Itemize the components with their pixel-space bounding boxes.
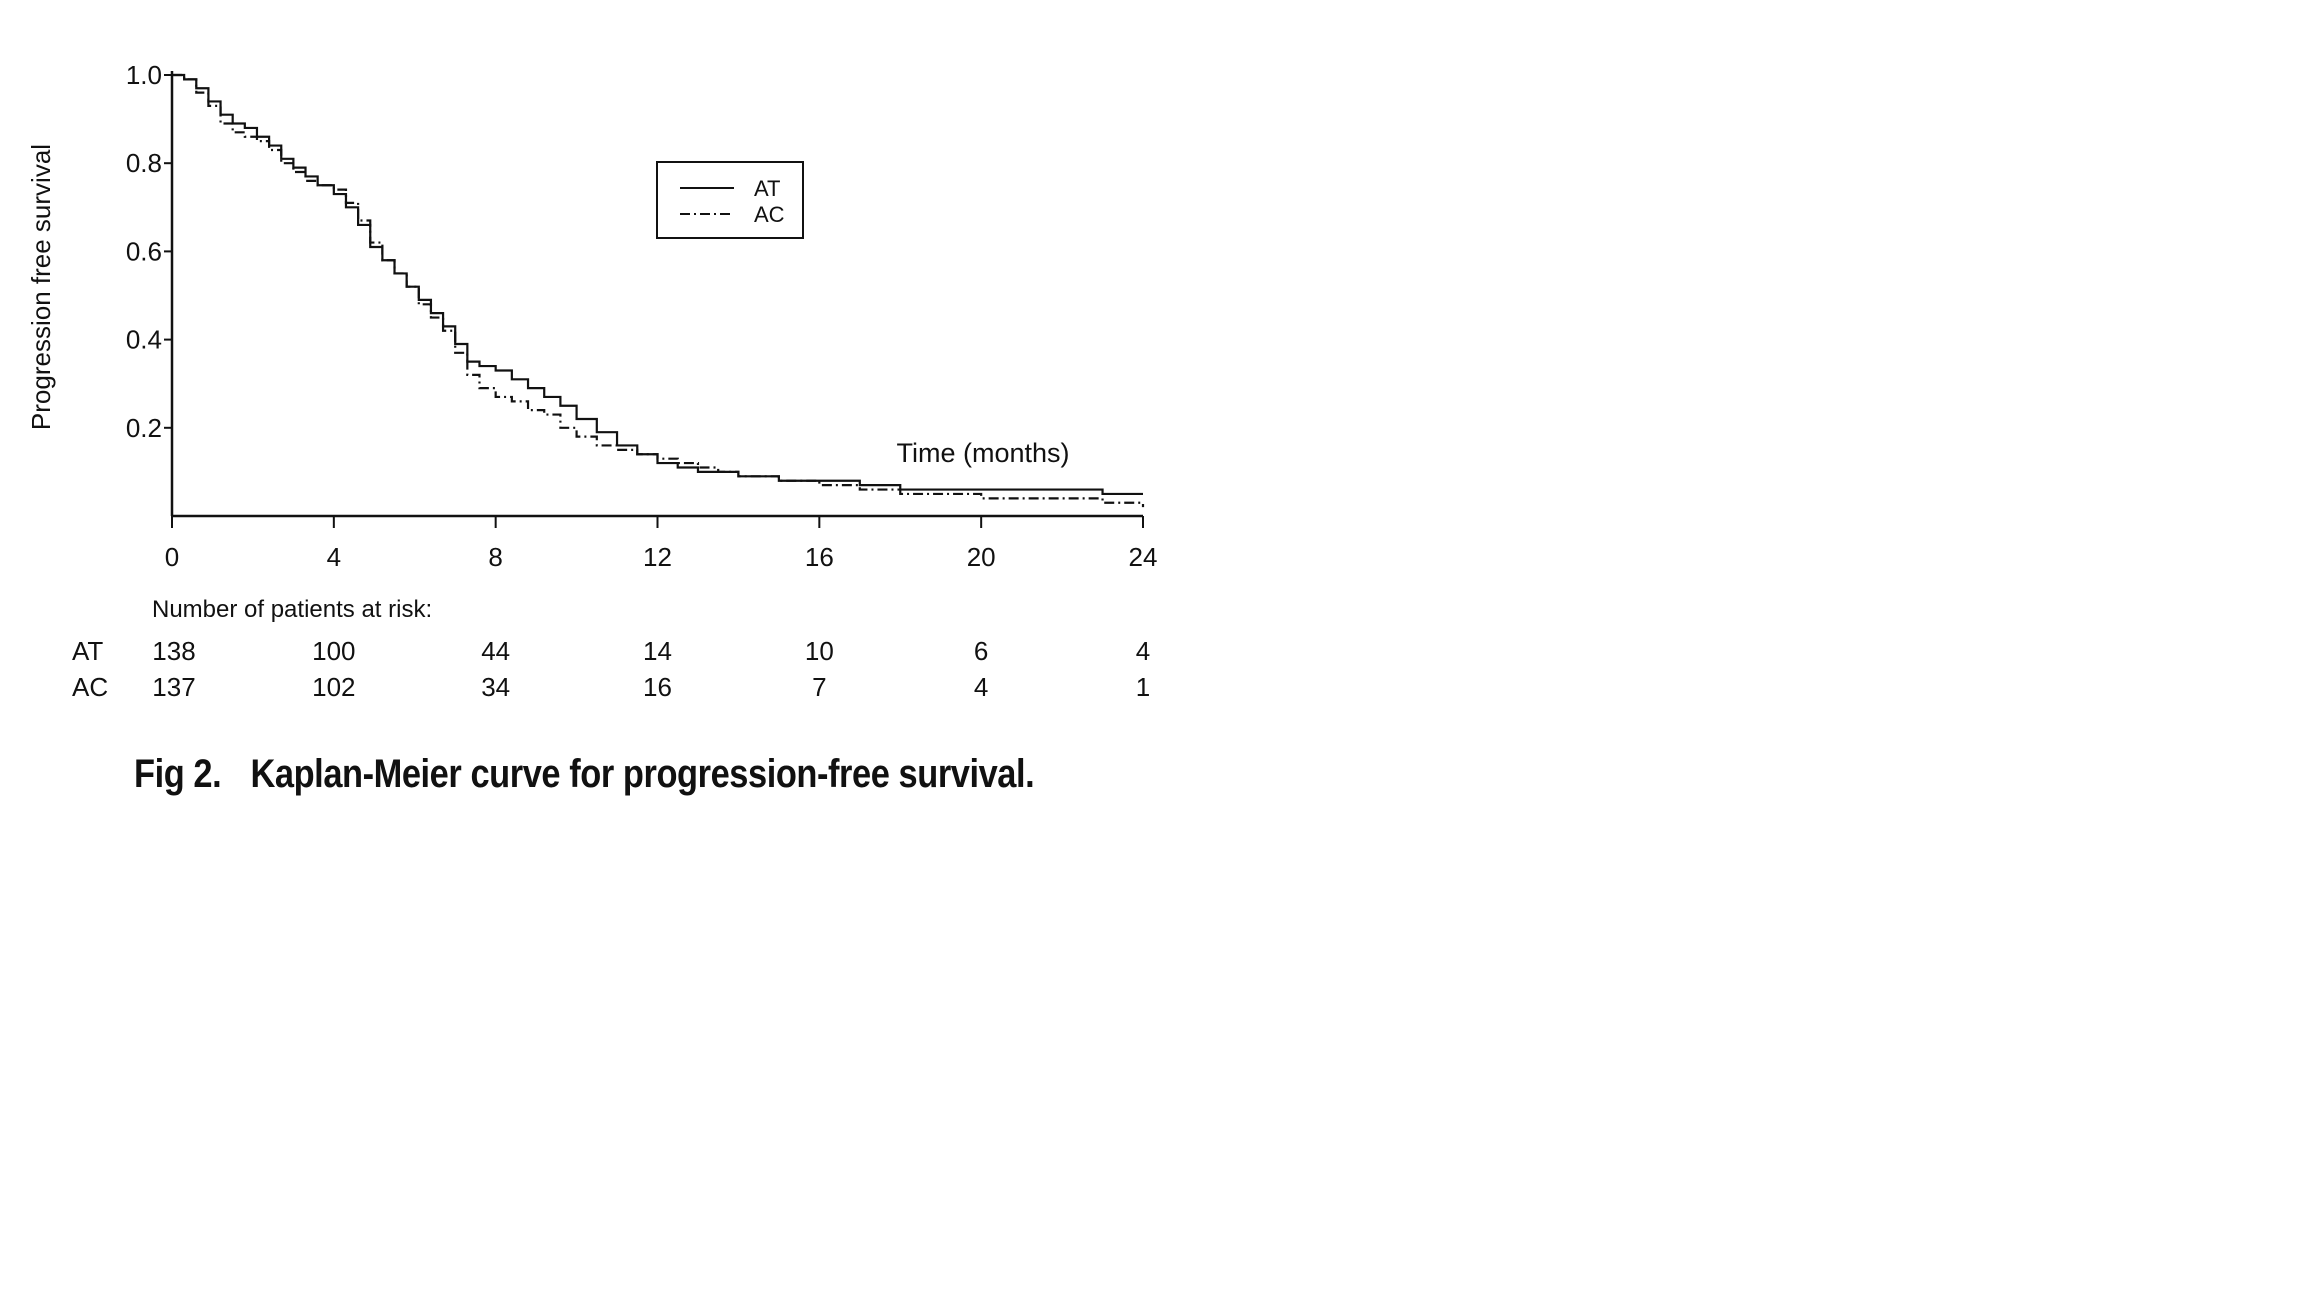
risk-cell: 138 (152, 636, 195, 666)
caption-label: Fig 2. (134, 752, 222, 796)
legend: AT AC (656, 161, 804, 239)
risk-cell: 7 (812, 672, 826, 702)
x-tick-label: 24 (1129, 542, 1158, 572)
risk-cell: 137 (152, 672, 195, 702)
x-tick-label: 4 (327, 542, 341, 572)
y-axis-label: Progression free survival (26, 144, 56, 430)
risk-table: Number of patients at risk: AT 138 100 44 14… (72, 596, 1150, 702)
y-tick-label: 0.2 (126, 413, 162, 443)
risk-cell: 10 (805, 636, 834, 666)
risk-cell: 4 (974, 672, 988, 702)
series-line-at (172, 73, 1143, 496)
y-tick-label: 0.4 (126, 325, 162, 355)
legend-label-at: AT (754, 176, 780, 201)
x-tick-label: 16 (805, 542, 834, 572)
legend-label-ac: AC (754, 202, 785, 227)
x-tick-label: 12 (643, 542, 672, 572)
chart-lines (172, 73, 1145, 508)
x-tick-label: 20 (967, 542, 996, 572)
legend-box (656, 161, 804, 239)
x-tick-label: 8 (488, 542, 502, 572)
y-tick-label: 0.6 (126, 236, 162, 266)
risk-row-label: AT (72, 636, 103, 666)
x-tick-label: 0 (165, 542, 179, 572)
x-axis-label: Time (months) (896, 438, 1069, 468)
risk-table-title: Number of patients at risk: (152, 596, 432, 623)
risk-cell: 14 (643, 636, 672, 666)
chart-ticks: 0 4 8 12 16 20 24 0.2 0.4 0.6 0.8 1.0 (126, 60, 1158, 572)
caption-text: Kaplan-Meier curve for progression-free … (250, 752, 1035, 796)
risk-cell: 100 (312, 636, 355, 666)
risk-cell: 16 (643, 672, 672, 702)
risk-cell: 4 (1136, 636, 1150, 666)
figure-caption: Fig 2. Kaplan-Meier curve for progression… (134, 752, 1035, 797)
series-line-ac (172, 73, 1145, 508)
risk-cell: 44 (481, 636, 510, 666)
risk-cell: 102 (312, 672, 355, 702)
y-tick-label: 0.8 (126, 148, 162, 178)
risk-cell: 1 (1136, 672, 1150, 702)
y-tick-label: 1.0 (126, 60, 162, 90)
risk-row-label: AC (72, 672, 108, 702)
risk-cell: 34 (481, 672, 510, 702)
risk-cell: 6 (974, 636, 988, 666)
